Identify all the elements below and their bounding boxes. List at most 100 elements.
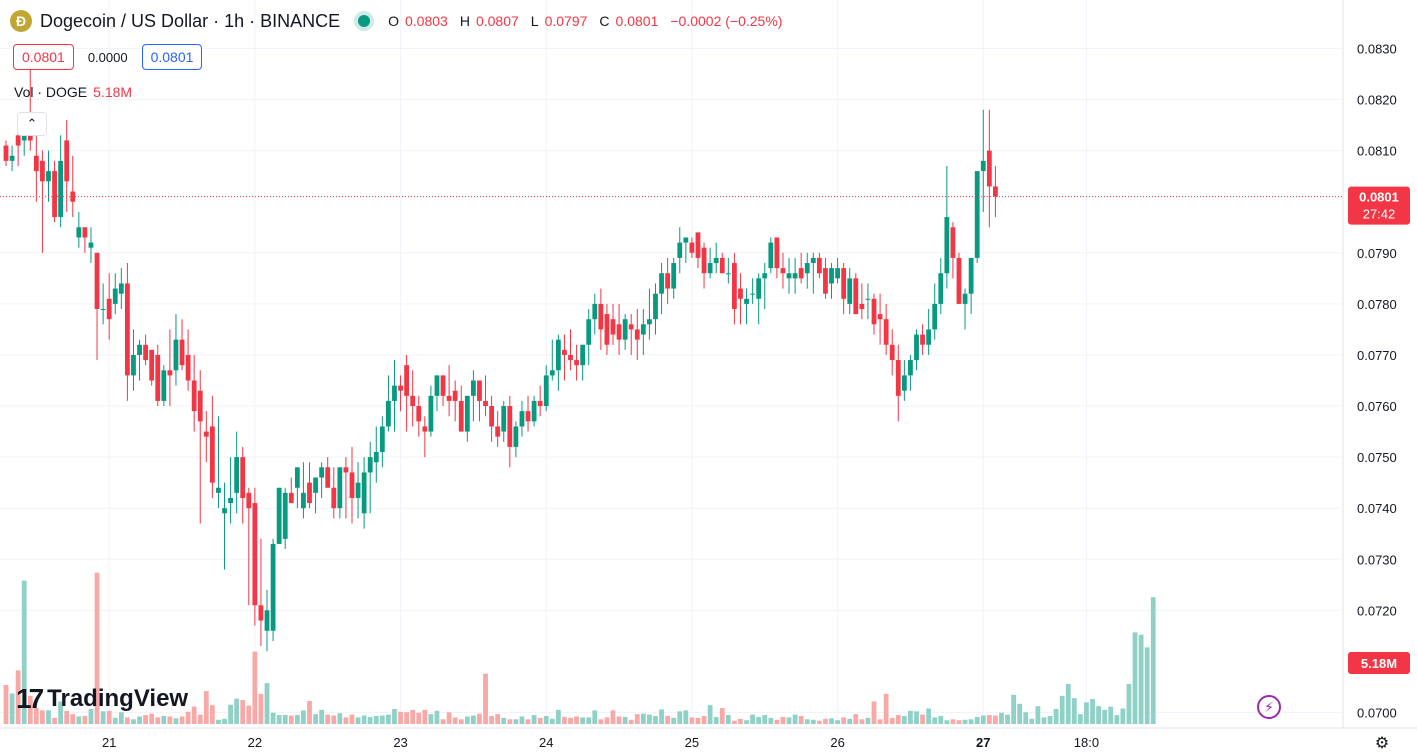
candle (956, 252, 962, 304)
volume-bar (810, 719, 816, 724)
candle-body (792, 273, 798, 279)
volume-legend: Vol · DOGE 5.18M (14, 84, 132, 100)
candle (616, 303, 622, 355)
volume-bar (1017, 703, 1023, 724)
candle (610, 303, 616, 345)
volume-bar (386, 714, 391, 724)
candle (9, 145, 15, 172)
candle (920, 324, 925, 355)
candle-body (883, 319, 889, 345)
candle-body (46, 171, 51, 182)
volume-bar (1138, 634, 1144, 724)
candle (167, 329, 173, 407)
candle (112, 273, 118, 315)
candle-body (786, 273, 792, 279)
candle (580, 344, 586, 381)
volume-label[interactable]: Vol · DOGE (14, 84, 88, 100)
collapse-legend-button[interactable]: ⌃ (17, 112, 47, 136)
volume-bar (361, 715, 367, 724)
price-tick-label: 0.0700 (1357, 706, 1397, 721)
volume-bar (871, 701, 877, 724)
candle-body (725, 273, 731, 275)
volume-bar (780, 716, 786, 724)
time-tick-label: 21 (102, 735, 116, 750)
candle (586, 308, 592, 366)
candle-body (440, 375, 446, 396)
volume-bar (470, 715, 476, 724)
candle-body (458, 400, 464, 432)
candle-body (604, 314, 610, 345)
sell-button[interactable]: 0.0801 (13, 44, 74, 70)
candle-body (343, 467, 349, 473)
volume-badge (1348, 652, 1410, 674)
candle (543, 365, 549, 412)
candle-body (203, 431, 209, 437)
volume-bar (543, 716, 549, 724)
candle-body (574, 360, 579, 366)
volume-bar (962, 719, 968, 724)
candle (986, 109, 992, 228)
candle (106, 273, 112, 340)
candle (307, 462, 312, 509)
volume-bar (616, 716, 622, 724)
volume-bar (337, 713, 343, 724)
candle-body (732, 263, 737, 309)
candle-body (246, 492, 252, 509)
lightning-icon[interactable]: ⚡ (1257, 695, 1281, 719)
price-axis[interactable]: 0.0830 0.0820 0.0810 0.0790 0.0780 0.0770 0.07… (1357, 42, 1397, 721)
candle-body (349, 472, 355, 498)
volume-bar (883, 693, 889, 724)
open-value: 0.0803 (405, 13, 448, 29)
candle-body (258, 605, 264, 621)
candle (203, 411, 209, 463)
candle-body (549, 370, 555, 376)
volume-bar (82, 716, 88, 724)
candle-body (367, 457, 373, 473)
candle (252, 487, 258, 626)
gear-icon[interactable]: ⚙ (1374, 735, 1390, 752)
candle-body (920, 334, 925, 345)
candle-body (40, 160, 45, 182)
time-tick-label: 18:0 (1074, 735, 1099, 750)
candle (58, 135, 64, 228)
volume-bar (355, 717, 361, 724)
candle-body (537, 400, 543, 407)
candle-body (15, 135, 21, 146)
price-tick-label: 0.0720 (1357, 603, 1397, 618)
volume-bar (21, 580, 27, 724)
time-axis[interactable]: 21 22 23 24 25 26 27 18:0 (102, 735, 1099, 750)
candle-body (774, 237, 780, 269)
candle-body (962, 293, 968, 304)
volume-bar (76, 716, 82, 724)
candle (841, 263, 847, 315)
symbol-title[interactable]: Dogecoin / US Dollar · 1h · BINANCE (40, 10, 341, 31)
volume-bar (1035, 706, 1041, 724)
candle (665, 257, 671, 304)
candle (707, 247, 713, 279)
price-tick-label: 0.0790 (1357, 246, 1397, 261)
candle-body (841, 268, 847, 299)
volume-bar (829, 718, 834, 724)
tradingview-logo[interactable]: 17 TradingView (16, 683, 188, 715)
buy-button[interactable]: 0.0801 (141, 44, 203, 70)
candle-body (622, 319, 628, 340)
candle-body (555, 339, 561, 371)
candle (319, 462, 325, 498)
candle (847, 268, 853, 315)
candle (622, 314, 628, 350)
volume-bar (993, 715, 998, 724)
volume-bar (823, 718, 828, 724)
volume-bar (349, 714, 355, 724)
volume-bar (525, 719, 531, 724)
volume-bar (458, 719, 464, 724)
candle (695, 232, 701, 269)
candle (161, 365, 167, 407)
volume-bar (428, 714, 434, 724)
volume-bar (713, 716, 719, 724)
candle-body (744, 298, 749, 304)
volume-bar (659, 709, 664, 724)
volume-bar (40, 710, 45, 724)
candle-body (980, 160, 986, 172)
volume-bar (640, 713, 646, 724)
